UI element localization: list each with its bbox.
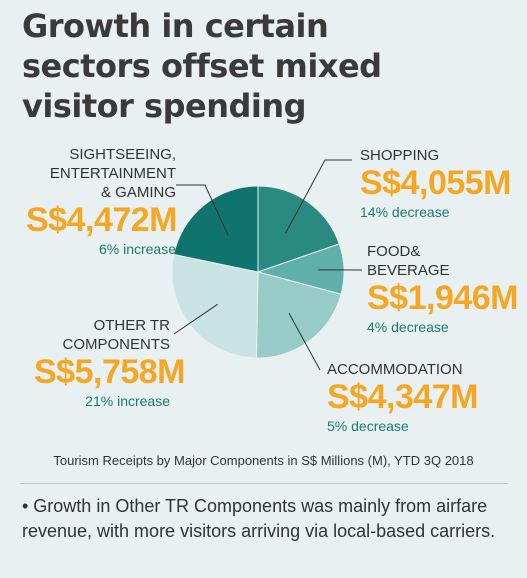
slice-value: S$4,347M bbox=[327, 378, 479, 416]
leader-line-shopping bbox=[285, 159, 352, 234]
pie-chart bbox=[171, 159, 363, 371]
title-line: Growth in certain bbox=[22, 7, 329, 45]
slice-name: ACCOMMODATION bbox=[327, 361, 463, 378]
slice-name: OTHER TR COMPONENTS bbox=[62, 317, 170, 353]
footnote: • Growth in Other TR Components was main… bbox=[22, 496, 496, 541]
pie-slice-sightseeing bbox=[173, 185, 259, 273]
slice-change: 21% increase bbox=[85, 393, 170, 409]
slice-change: 4% decrease bbox=[367, 319, 449, 335]
label-sightseeing: SIGHTSEEING, ENTERTAINMENT & GAMING S$4,… bbox=[26, 145, 178, 258]
slice-name: SIGHTSEEING, ENTERTAINMENT & GAMING bbox=[49, 146, 176, 201]
chart-title: Growth in certain sectors offset mixed v… bbox=[22, 6, 522, 126]
slice-value: S$4,472M bbox=[26, 201, 178, 239]
title-line: visitor spending bbox=[22, 87, 307, 125]
slice-change: 5% decrease bbox=[327, 418, 409, 434]
slice-value: S$4,055M bbox=[360, 164, 512, 202]
slice-name: SHOPPING bbox=[360, 147, 440, 164]
leader-line-other-tr bbox=[173, 303, 218, 335]
title-line: sectors offset mixed bbox=[22, 47, 382, 85]
slice-change: 14% decrease bbox=[360, 204, 450, 220]
label-accommodation: ACCOMMODATION S$4,347M 5% decrease bbox=[327, 360, 517, 435]
leader-line-sightseeing bbox=[176, 184, 229, 236]
slice-value: S$1,946M bbox=[367, 279, 519, 317]
divider bbox=[20, 483, 508, 484]
chart-caption: Tourism Receipts by Major Components in … bbox=[53, 453, 474, 468]
slice-change: 6% increase bbox=[98, 241, 176, 257]
label-food-beverage: FOOD& BEVERAGE S$1,946M 4% decrease bbox=[367, 242, 527, 336]
label-shopping: SHOPPING S$4,055M 14% decrease bbox=[360, 146, 520, 221]
pie-slice-accommodation bbox=[255, 271, 342, 359]
label-other-tr: OTHER TR COMPONENTS S$5,758M 21% increas… bbox=[34, 316, 186, 410]
slice-name: FOOD& BEVERAGE bbox=[367, 243, 450, 279]
leader-line-accommodation bbox=[288, 312, 321, 371]
slice-value: S$5,758M bbox=[34, 353, 186, 391]
